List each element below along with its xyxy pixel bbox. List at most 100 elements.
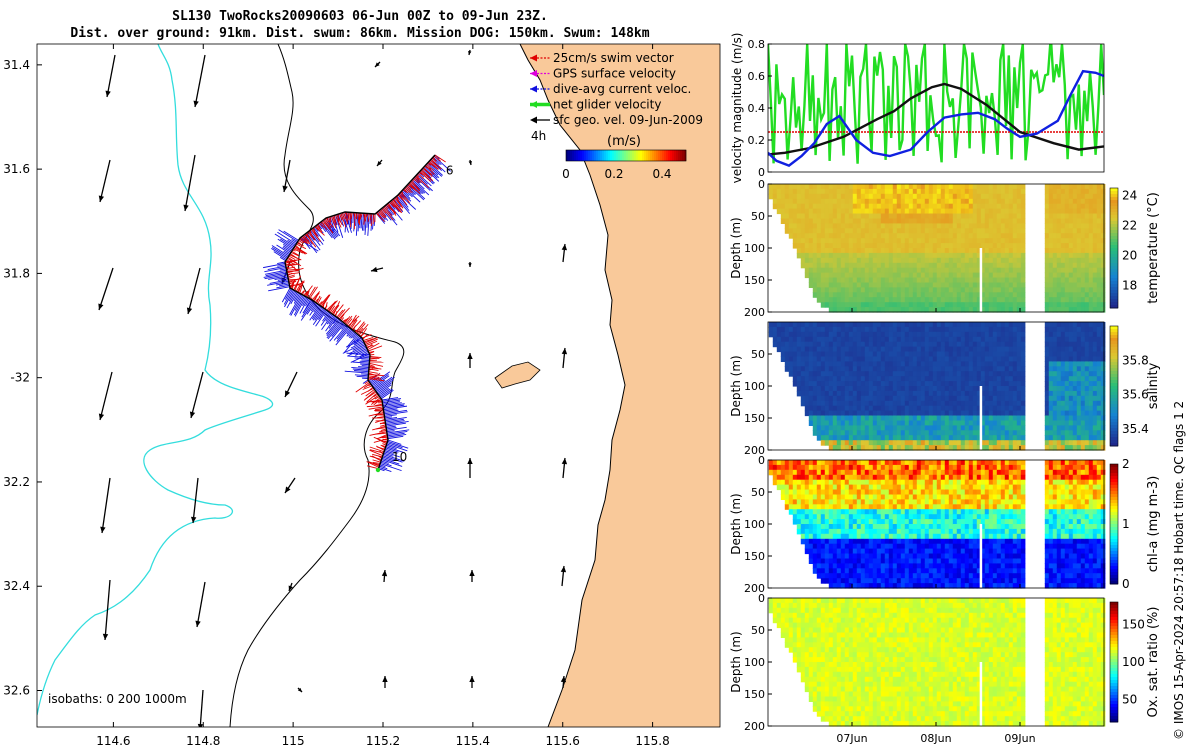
isobath-200m [229,44,405,727]
dac-vector [332,317,339,324]
dac-vector [386,443,408,452]
colorbar-tick-label: 35.4 [1122,422,1149,436]
dac-vector [401,190,411,199]
swim-vector [364,213,367,222]
colorbar-label: Ox. sat. ratio (%) [1146,607,1161,718]
temperature-cells [768,184,1106,313]
dac-vector [301,300,314,318]
geo-velocity-arrow [467,353,473,368]
swim-vector [417,173,425,180]
oxygen-colorbar: 50 100 150 Ox. sat. ratio (%) [1109,601,1161,723]
dac-vector [351,367,369,370]
dac-vector [387,435,404,440]
depth-tick-label: 50 [751,210,765,223]
swim-vector [415,175,430,189]
dac-vector [386,442,403,449]
dac-vector [361,373,369,375]
dac-vector [386,429,410,434]
swim-vector [391,200,403,214]
swim-vector [380,209,387,218]
dac-vector [306,232,321,251]
dac-vector [361,365,370,367]
dac-vector [382,398,402,402]
dac-vector [387,439,402,445]
dac-vector [277,264,286,267]
colorbar-tick-label: 50 [1122,693,1137,707]
geo-velocity-arrow [561,457,568,479]
depth-tick-label: 100 [744,242,765,255]
dac-vector [290,291,298,305]
colorbar-label: salinity [1146,362,1161,409]
temperature-panel: 0 50 100 150 200 Depth (m) 18 20 22 24 temperature… [729,178,1161,319]
velocity-plot-area [768,44,1104,167]
swim-vector [413,177,422,184]
dac-vector [346,328,352,335]
dac-vector [325,313,332,322]
swim-vector [402,189,409,194]
dac-vector [277,231,297,245]
dac-vector [381,459,403,467]
swim-vector [385,204,397,214]
dac-vector [383,453,405,462]
dac-vector [326,319,341,337]
geo-velocity-arrow [284,477,296,494]
swim-vector [357,212,360,224]
dac-vector [381,397,399,401]
dac-vector [323,310,329,317]
dac-vector [387,432,405,437]
dac-vector [424,165,438,179]
dac-vector [353,335,361,344]
oxygen-cells [768,598,1106,727]
dac-vector [350,332,356,339]
dac-vector [354,357,370,360]
dac-vector [299,297,309,314]
coastline [519,44,626,727]
depth-tick-label: 150 [744,274,765,287]
dac-vector [383,404,405,409]
swim-vector [384,205,389,210]
dac-vector [371,371,391,386]
dac-vector [263,262,286,269]
dac-vector [284,289,295,308]
geo-velocity-arrow [193,54,206,108]
depth-tick-label: 50 [751,624,765,637]
dac-vector [335,214,344,238]
velocity-y-tick-label: 0.8 [748,38,766,51]
swim-vector [388,201,396,208]
dac-vector [264,273,288,280]
dac-vector [287,239,296,246]
dac-vector [315,309,328,327]
geo-velocity-arrow [561,243,568,263]
data-gap [979,662,983,726]
depth-ylabel: Depth (m) [729,355,743,416]
swim-vector [426,163,434,171]
dac-vector [304,234,313,245]
dac-vector [384,409,408,415]
dac-vector [382,399,401,404]
dac-vector [377,384,392,395]
dac-vector [353,337,363,343]
dac-vector [281,287,291,303]
dac-vector [379,388,391,397]
dac-vector [283,230,299,241]
dac-vector [293,295,306,316]
colorbar-tick-label: 35.6 [1122,388,1149,402]
geo-velocity-arrow [282,159,291,193]
dac-vector [385,422,406,427]
dac-vector [387,434,407,438]
swim-vector [422,167,433,176]
depth-tick-label: 50 [751,486,765,499]
geo-velocity-arrow [560,565,567,587]
dac-vector [325,316,337,332]
credit-text: © IMOS 15-Apr-2024 20:57:18 Hobart time.… [1172,400,1186,740]
dac-vector [277,277,289,281]
data-gap [979,248,983,312]
dac-vector [385,420,405,424]
dac-vector [309,229,320,243]
chla-colorbar: 0 1 2 chl-a (mg m-3) [1109,457,1161,591]
dac-vector [321,313,333,330]
